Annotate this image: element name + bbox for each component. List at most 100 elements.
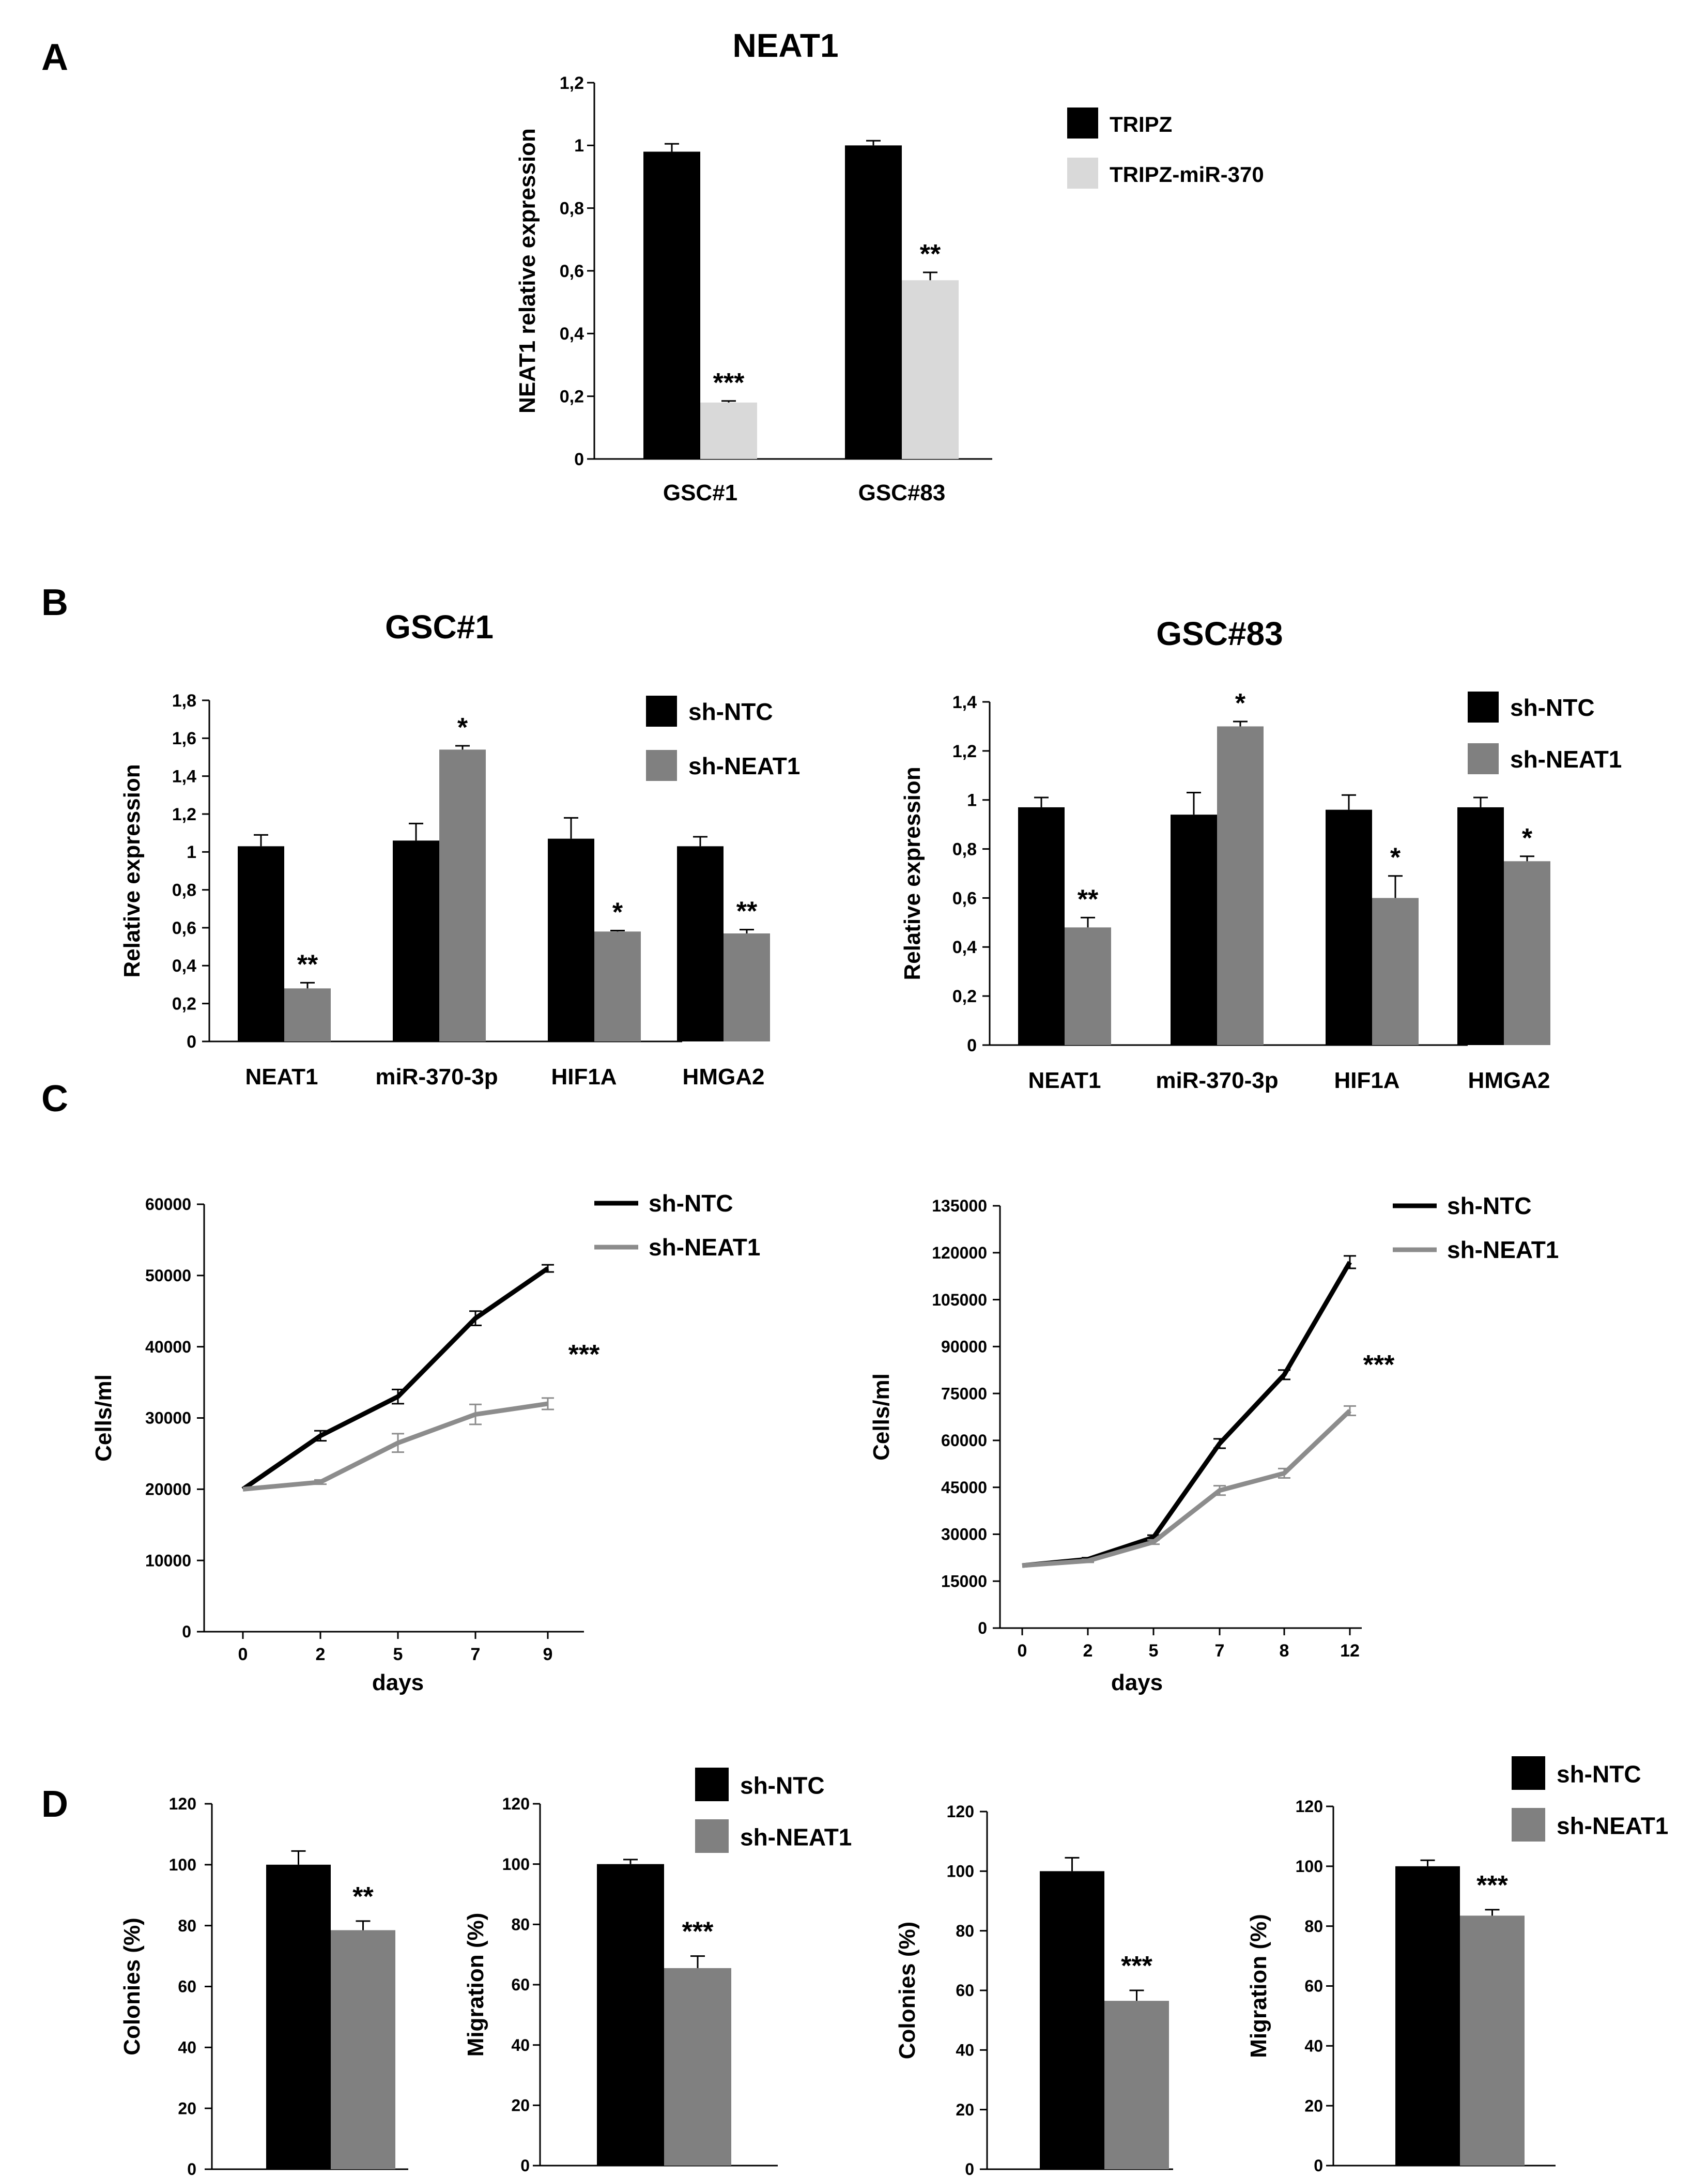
B2-y-tick-label: 0 (967, 1036, 977, 1055)
D2-bar (664, 1968, 731, 2166)
B2-bar (1217, 726, 1264, 1045)
chart-b1: 0 0,2 0,4 0,6 0,8 1 1,2 1,4 1,6 1,8 Relative expre… (119, 608, 800, 1090)
C1-y-axis-label: Cells/ml (91, 1374, 116, 1462)
B1-x-tick-label: NEAT1 (245, 1064, 318, 1090)
A-x-tick-label: GSC#1 (663, 480, 737, 505)
D1-bar (331, 1930, 395, 2169)
C1-legend-label: sh-NTC (649, 1190, 733, 1217)
panel-label-a: A (41, 37, 68, 78)
A-bar (700, 402, 757, 459)
A-y-tick-label: 0,8 (560, 199, 584, 219)
D1-y-axis-label: Colonies (%) (119, 1918, 145, 2055)
B1-bar (393, 840, 439, 1041)
B2-y-tick-label: 0,6 (952, 888, 977, 908)
D3-bar (1104, 2001, 1169, 2169)
D1-y-tick-label: 20 (178, 2099, 196, 2118)
chart-d2: 0 20 40 60 80 100 120 Migration (%) *** sh-NTC sh-… (463, 1768, 852, 2175)
C2-legend-label: sh-NEAT1 (1447, 1236, 1559, 1263)
B1-y-tick-label: 1,6 (172, 729, 196, 748)
C2-series-line-sh-ntc (1022, 1261, 1352, 1568)
D4-bar (1460, 1915, 1525, 2166)
B1-y-tick-label: 1 (187, 842, 196, 862)
B1-y-tick-label: 0,4 (172, 956, 196, 976)
D1-y-tick-label: 0 (187, 2160, 196, 2178)
D4-legend-swatch (1512, 1808, 1545, 1842)
C1-y-tick-label: 60000 (145, 1195, 191, 1214)
C1-y-tick-label: 40000 (145, 1338, 191, 1356)
D2-y-tick-label: 80 (511, 1915, 530, 1934)
B2-x-tick-label: HIF1A (1334, 1068, 1399, 1093)
B2-x-tick-label: miR-370-3p (1156, 1068, 1278, 1093)
C2-legend-label: sh-NTC (1447, 1192, 1532, 1219)
B1-x-tick-label: HIF1A (551, 1064, 617, 1090)
chart-d1: 0 20 40 60 80 100 120 Colonies (%) ** (119, 1794, 408, 2178)
chart-d3: 0 20 40 60 80 100 120 Colonies (%) *** (895, 1802, 1173, 2178)
B2-bar (1065, 927, 1111, 1045)
C1-y-tick-label: 50000 (145, 1266, 191, 1285)
B1-y-tick-label: 1,4 (172, 767, 196, 787)
C2-y-tick-label: 105000 (932, 1291, 987, 1309)
B2-significance-label: ** (1078, 884, 1099, 914)
B1-y-tick-label: 0,6 (172, 918, 196, 938)
C1-x-tick-label: 7 (471, 1645, 481, 1664)
A-legend-swatch (1067, 158, 1098, 189)
D1-y-tick-label: 60 (178, 1977, 196, 1996)
C1-significance-label: *** (568, 1340, 600, 1370)
C2-y-axis-label: Cells/ml (869, 1373, 894, 1461)
C1-x-tick-label: 9 (543, 1645, 553, 1664)
B1-bar (594, 931, 641, 1041)
D1-y-tick-label: 80 (178, 1916, 196, 1935)
D3-y-tick-label: 60 (956, 1981, 974, 2000)
B1-bar (677, 846, 724, 1041)
C1-x-axis-label: days (372, 1670, 424, 1695)
C2-x-tick-label: 5 (1149, 1641, 1159, 1661)
B2-significance-label: * (1522, 823, 1533, 853)
chart-d4: 0 20 40 60 80 100 120 Migration (%) *** sh-NTC sh-… (1246, 1756, 1668, 2175)
B1-x-tick-label: miR-370-3p (375, 1064, 498, 1090)
C2-x-tick-label: 8 (1280, 1641, 1289, 1661)
A-bar (902, 280, 959, 459)
C2-x-axis-label: days (1111, 1670, 1163, 1695)
B2-legend-swatch (1468, 743, 1499, 774)
B1-bar (439, 749, 486, 1041)
B1-y-axis-label: Relative expression (119, 764, 145, 977)
B1-significance-label: ** (736, 897, 758, 927)
B2-legend-label: sh-NEAT1 (1510, 746, 1622, 773)
B2-bar (1326, 809, 1372, 1045)
C1-x-tick-label: 5 (393, 1645, 403, 1664)
C1-series-line-sh-ntc (241, 1266, 549, 1492)
D4-significance-label: *** (1476, 1870, 1508, 1900)
C2-significance-label: *** (1363, 1350, 1395, 1380)
panel-label-c: C (41, 1078, 68, 1119)
B2-legend-swatch (1468, 692, 1499, 723)
D1-y-tick-label: 120 (169, 1794, 196, 1813)
charts-layer: 0 0,2 0,4 0,6 0,8 1 1,2 NEAT1 relative expressi… (91, 27, 1668, 2178)
A-y-tick-label: 0 (574, 450, 584, 469)
A-y-tick-label: 0,4 (560, 324, 584, 344)
B1-bar (548, 838, 594, 1041)
B1-significance-label: * (612, 898, 623, 928)
D4-y-tick-label: 120 (1296, 1797, 1323, 1816)
A-legend-swatch (1067, 108, 1098, 139)
B2-y-tick-label: 0,2 (952, 987, 977, 1006)
B2-significance-label: * (1235, 688, 1246, 718)
D3-y-tick-label: 20 (956, 2100, 974, 2119)
D3-y-tick-label: 0 (965, 2160, 974, 2178)
B1-bar (724, 933, 770, 1041)
B2-legend-label: sh-NTC (1510, 694, 1595, 721)
D3-significance-label: *** (1121, 1951, 1152, 1981)
B1-significance-label: ** (297, 949, 318, 979)
C2-y-tick-label: 45000 (941, 1478, 987, 1497)
D4-legend-label: sh-NTC (1557, 1761, 1641, 1788)
B1-y-tick-label: 1,8 (172, 691, 196, 711)
B2-chart-title: GSC#83 (1156, 615, 1283, 652)
C1-x-tick-label: 0 (238, 1645, 248, 1664)
D3-y-tick-label: 120 (947, 1802, 974, 1821)
D3-y-axis-label: Colonies (%) (895, 1922, 920, 2059)
B2-x-tick-label: HMGA2 (1468, 1068, 1550, 1093)
B2-bar (1372, 898, 1419, 1045)
D4-y-tick-label: 80 (1304, 1917, 1323, 1936)
D2-y-tick-label: 40 (511, 2036, 530, 2054)
B2-y-tick-label: 1,4 (952, 693, 977, 712)
